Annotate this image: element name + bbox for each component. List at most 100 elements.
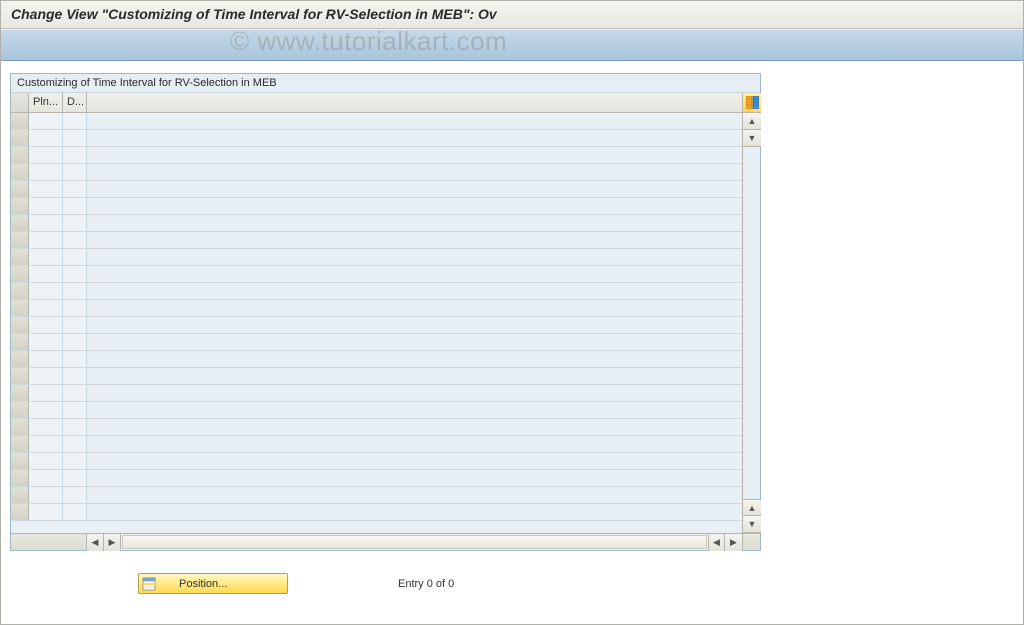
cell-pln[interactable] [29, 181, 63, 197]
cell-d[interactable] [63, 215, 87, 231]
row-selector[interactable] [11, 181, 29, 197]
table-row[interactable] [11, 130, 742, 147]
table-row[interactable] [11, 453, 742, 470]
row-selector[interactable] [11, 385, 29, 401]
row-selector[interactable] [11, 402, 29, 418]
row-selector[interactable] [11, 419, 29, 435]
row-selector[interactable] [11, 198, 29, 214]
cell-pln[interactable] [29, 385, 63, 401]
cell-d[interactable] [63, 419, 87, 435]
cell-pln[interactable] [29, 249, 63, 265]
row-selector[interactable] [11, 130, 29, 146]
cell-d[interactable] [63, 130, 87, 146]
cell-d[interactable] [63, 232, 87, 248]
vscroll-track[interactable] [743, 147, 760, 499]
table-row[interactable] [11, 300, 742, 317]
table-row[interactable] [11, 266, 742, 283]
table-row[interactable] [11, 249, 742, 266]
cell-d[interactable] [63, 453, 87, 469]
row-selector[interactable] [11, 283, 29, 299]
table-row[interactable] [11, 351, 742, 368]
hscroll-track[interactable] [121, 534, 708, 550]
row-selector[interactable] [11, 215, 29, 231]
cell-d[interactable] [63, 385, 87, 401]
cell-d[interactable] [63, 300, 87, 316]
select-all-header[interactable] [11, 93, 29, 112]
cell-d[interactable] [63, 147, 87, 163]
row-selector[interactable] [11, 317, 29, 333]
cell-d[interactable] [63, 436, 87, 452]
row-selector[interactable] [11, 147, 29, 163]
table-row[interactable] [11, 402, 742, 419]
row-selector[interactable] [11, 164, 29, 180]
row-selector[interactable] [11, 266, 29, 282]
cell-d[interactable] [63, 266, 87, 282]
table-row[interactable] [11, 385, 742, 402]
row-selector[interactable] [11, 470, 29, 486]
table-row[interactable] [11, 198, 742, 215]
cell-d[interactable] [63, 181, 87, 197]
scroll-up-button-bottom[interactable]: ▲ [743, 499, 761, 516]
row-selector[interactable] [11, 113, 29, 129]
table-row[interactable] [11, 470, 742, 487]
cell-pln[interactable] [29, 147, 63, 163]
row-selector[interactable] [11, 351, 29, 367]
table-row[interactable] [11, 232, 742, 249]
row-selector[interactable] [11, 504, 29, 520]
scroll-right-button-inner[interactable]: ▶ [104, 534, 121, 551]
cell-pln[interactable] [29, 113, 63, 129]
cell-pln[interactable] [29, 402, 63, 418]
hscroll-thumb[interactable] [122, 535, 707, 549]
cell-d[interactable] [63, 113, 87, 129]
cell-d[interactable] [63, 198, 87, 214]
row-selector[interactable] [11, 436, 29, 452]
cell-d[interactable] [63, 504, 87, 520]
table-row[interactable] [11, 317, 742, 334]
scroll-down-button-bottom[interactable]: ▼ [743, 516, 761, 533]
column-header-pln[interactable]: Pln... [29, 93, 63, 112]
table-row[interactable] [11, 419, 742, 436]
cell-pln[interactable] [29, 368, 63, 384]
position-button[interactable]: Position... [138, 573, 288, 594]
cell-pln[interactable] [29, 436, 63, 452]
cell-pln[interactable] [29, 215, 63, 231]
table-row[interactable] [11, 113, 742, 130]
cell-d[interactable] [63, 351, 87, 367]
table-row[interactable] [11, 181, 742, 198]
row-selector[interactable] [11, 249, 29, 265]
cell-d[interactable] [63, 164, 87, 180]
scroll-right-button[interactable]: ▶ [725, 534, 742, 551]
table-row[interactable] [11, 147, 742, 164]
cell-pln[interactable] [29, 334, 63, 350]
table-row[interactable] [11, 487, 742, 504]
cell-pln[interactable] [29, 130, 63, 146]
cell-pln[interactable] [29, 266, 63, 282]
cell-d[interactable] [63, 470, 87, 486]
cell-d[interactable] [63, 368, 87, 384]
table-row[interactable] [11, 215, 742, 232]
cell-d[interactable] [63, 317, 87, 333]
cell-pln[interactable] [29, 300, 63, 316]
cell-pln[interactable] [29, 351, 63, 367]
table-row[interactable] [11, 334, 742, 351]
cell-pln[interactable] [29, 470, 63, 486]
row-selector[interactable] [11, 334, 29, 350]
scroll-down-button[interactable]: ▼ [743, 130, 761, 147]
table-row[interactable] [11, 436, 742, 453]
cell-pln[interactable] [29, 232, 63, 248]
cell-d[interactable] [63, 402, 87, 418]
cell-d[interactable] [63, 334, 87, 350]
table-row[interactable] [11, 368, 742, 385]
row-selector[interactable] [11, 487, 29, 503]
cell-pln[interactable] [29, 164, 63, 180]
cell-d[interactable] [63, 249, 87, 265]
row-selector[interactable] [11, 300, 29, 316]
cell-pln[interactable] [29, 453, 63, 469]
column-header-d[interactable]: D... [63, 93, 87, 112]
cell-pln[interactable] [29, 487, 63, 503]
scroll-left-button-end[interactable]: ◀ [708, 534, 725, 551]
cell-pln[interactable] [29, 198, 63, 214]
cell-d[interactable] [63, 487, 87, 503]
cell-d[interactable] [63, 283, 87, 299]
scroll-left-button[interactable]: ◀ [87, 534, 104, 551]
